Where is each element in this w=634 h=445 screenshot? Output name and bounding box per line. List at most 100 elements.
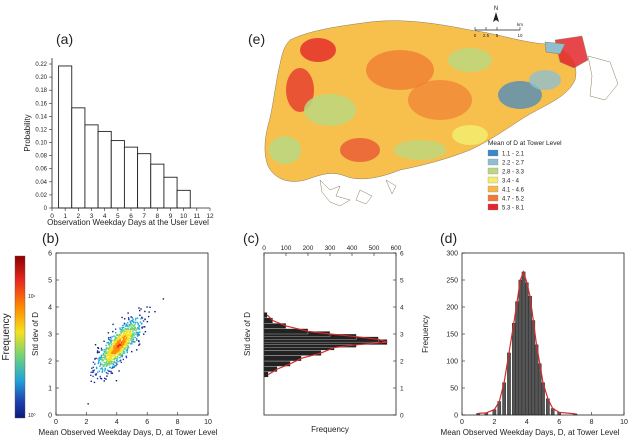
panel-b-point bbox=[101, 356, 104, 359]
map-zone-west-green bbox=[304, 94, 356, 126]
panel-b-point bbox=[123, 346, 125, 349]
panel-b-point bbox=[107, 358, 109, 360]
map-legend-label: 1.1 - 2.1 bbox=[502, 152, 525, 158]
panel-b-point bbox=[129, 338, 131, 340]
panel-b-point bbox=[112, 352, 115, 355]
panel-b-ytick-label: 1 bbox=[48, 386, 52, 393]
panel-b-point bbox=[117, 352, 119, 355]
panel-e-label: (e) bbox=[248, 31, 265, 47]
panel-b-frame bbox=[55, 252, 209, 416]
panel-b-point bbox=[115, 340, 118, 343]
map-legend-swatch bbox=[487, 149, 499, 157]
panel-d-xlabel: Mean Observed Weekday Days, D, at Tower … bbox=[441, 428, 620, 437]
panel-b-point bbox=[117, 347, 120, 349]
panel-a-ytick-label: 0.22 bbox=[35, 62, 47, 68]
panel-b-point bbox=[141, 317, 144, 319]
panel-b-point bbox=[111, 348, 113, 350]
panel-b-point bbox=[138, 307, 140, 309]
panel-b-point bbox=[126, 330, 129, 332]
scale-tick-1: 2.5 bbox=[483, 33, 490, 38]
panel-c-ticks: 0 100 200 300 400 500 600 0 1 2 3 4 5 6 bbox=[262, 245, 404, 420]
panel-b-point bbox=[115, 344, 118, 347]
panel-b-point bbox=[126, 331, 129, 333]
panel-b-point bbox=[139, 321, 142, 323]
panel-b-point bbox=[108, 360, 110, 362]
panel-b: (b) 10¹ 10⁰ Frequency 0 2 4 6 8 10 0 1 2 3 4 5 6 Mea… bbox=[1, 230, 218, 437]
map-legend-swatch bbox=[487, 194, 499, 202]
panel-b-point bbox=[146, 320, 149, 323]
map-island-northeast bbox=[544, 41, 566, 55]
panel-b-point bbox=[104, 358, 106, 360]
panel-b-point bbox=[131, 329, 134, 331]
panel-a-ytick-label: 0.14 bbox=[35, 114, 47, 120]
panel-a-xtick-label: 0 bbox=[50, 213, 54, 220]
panel-a-ytick-label: 0 bbox=[44, 206, 48, 212]
panel-b-point bbox=[126, 349, 128, 352]
panel-b-point bbox=[136, 321, 139, 324]
panel-a-xtick-label: 7 bbox=[142, 213, 146, 220]
panel-b-point bbox=[131, 343, 133, 345]
panel-b-point bbox=[92, 370, 94, 372]
panel-b-point bbox=[128, 342, 131, 344]
panel-b-point bbox=[116, 363, 118, 366]
panel-b-point bbox=[129, 320, 131, 323]
panel-b-point bbox=[129, 321, 132, 323]
panel-b-point bbox=[127, 330, 129, 333]
panel-c-ytick-label: 3 bbox=[400, 332, 404, 339]
panel-b-point bbox=[132, 340, 135, 343]
panel-b-point bbox=[108, 358, 111, 361]
panel-a-bar bbox=[123, 146, 139, 209]
panel-b-point bbox=[129, 330, 131, 333]
panel-b-point bbox=[127, 322, 129, 324]
panel-b-point bbox=[110, 342, 112, 345]
panel-b-point bbox=[137, 322, 139, 325]
panel-b-point bbox=[108, 341, 110, 344]
panel-b-point bbox=[108, 356, 111, 359]
panel-a-label: (a) bbox=[56, 31, 73, 47]
panel-b-point bbox=[129, 325, 132, 327]
panel-b-point bbox=[114, 338, 117, 340]
panel-b-point bbox=[126, 338, 129, 340]
north-label: N bbox=[494, 6, 498, 12]
panel-b-point bbox=[121, 355, 123, 358]
panel-b-point bbox=[98, 351, 100, 353]
map-zone-south-green bbox=[394, 140, 446, 160]
panel-b-point bbox=[132, 334, 134, 337]
panel-b-ticks: 0 2 4 6 8 10 0 1 2 3 4 5 6 bbox=[48, 251, 212, 427]
panel-b-point bbox=[108, 370, 111, 372]
panel-b-point bbox=[109, 347, 112, 349]
panel-a-ytick-label: 0.02 bbox=[35, 193, 47, 199]
panel-b-point bbox=[111, 346, 114, 349]
panel-b-point bbox=[138, 309, 141, 312]
panel-c-xtick-label: 300 bbox=[325, 245, 336, 252]
panel-b-point bbox=[128, 324, 130, 326]
panel-b-point bbox=[117, 361, 119, 363]
panel-b-point bbox=[143, 333, 145, 335]
panel-b-point bbox=[121, 344, 124, 347]
panel-b-point bbox=[120, 337, 122, 339]
panel-b-point bbox=[115, 341, 117, 344]
panel-b-point bbox=[133, 326, 136, 329]
panel-b-point bbox=[104, 352, 107, 355]
panel-b-point bbox=[118, 353, 121, 356]
panel-b-point bbox=[134, 341, 136, 343]
panel-b-point bbox=[97, 346, 99, 349]
panel-b-point bbox=[128, 340, 130, 342]
panel-a-bar bbox=[163, 176, 178, 209]
panel-b-point bbox=[109, 345, 111, 348]
panel-b-point bbox=[127, 339, 129, 342]
panel-b-point bbox=[121, 328, 124, 330]
panel-b-point bbox=[130, 338, 132, 340]
panel-b-point bbox=[134, 323, 136, 325]
panel-b-point bbox=[95, 366, 98, 369]
colorbar-tick-low: 10⁰ bbox=[28, 413, 36, 419]
panel-a-xtick-label: 3 bbox=[90, 213, 94, 220]
panel-b-point bbox=[92, 366, 95, 369]
panel-b-point bbox=[136, 334, 138, 336]
panel-b-point bbox=[136, 339, 138, 341]
panel-b-point bbox=[103, 364, 106, 366]
scale-tick-3: 10 bbox=[517, 33, 523, 38]
panel-b-point bbox=[122, 326, 125, 329]
panel-b-point bbox=[117, 348, 120, 351]
panel-b-point bbox=[100, 368, 102, 370]
